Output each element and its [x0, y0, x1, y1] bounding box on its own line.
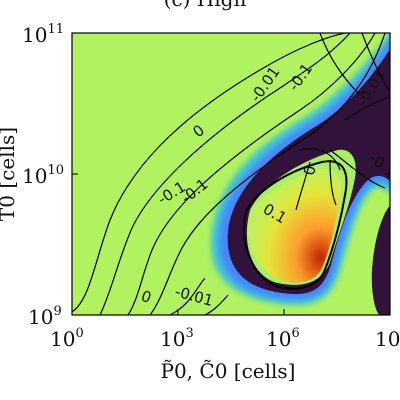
contour-right-1 [299, 148, 341, 171]
contour-inner-1 [295, 161, 311, 211]
contour-peak-outer [242, 160, 348, 290]
x-tick-label: 106 [266, 326, 300, 351]
contour-left-2 [99, 33, 351, 315]
contour-lines [72, 33, 390, 315]
contour-zero-left [72, 33, 346, 313]
y-tick-label: 1010 [22, 163, 64, 188]
x-axis-label: P̃0, C̃0 [cells] [161, 359, 296, 383]
x-tick-label: 100 [50, 326, 84, 351]
contour-label: 0 [300, 164, 319, 177]
contour-top-right-1 [319, 33, 361, 96]
heatmap-dark-right [371, 205, 390, 315]
y-axis-label: T̃0 [cells] [0, 127, 19, 221]
y-tick-label: 109 [28, 304, 62, 329]
x-tick-label: 109 [375, 326, 400, 351]
y-tick-labels: 109 1010 1011 [22, 22, 64, 329]
plot-area: 0 -0.01 -0.1 -0.01 -0.1 0 -0.1 0.1 -0.01… [72, 33, 390, 315]
x-tick-label: 103 [160, 326, 194, 351]
x-tick-labels: 100 103 106 109 [50, 326, 400, 351]
contour-inner-2 [329, 159, 337, 206]
axis-ticks [71, 32, 391, 316]
contour-right-3 [344, 96, 390, 121]
contour-right-2 [329, 149, 386, 189]
y-tick-label: 1011 [22, 22, 64, 47]
contour-arc-top [169, 277, 206, 315]
heatmap-peak [247, 168, 342, 283]
contour-arc-low [204, 294, 229, 315]
contour-left-3 [127, 33, 376, 315]
contour-top-right-2 [361, 33, 390, 94]
panel-title: (c) High [164, 0, 247, 11]
